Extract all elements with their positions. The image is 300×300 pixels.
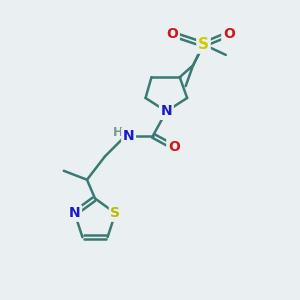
- Text: O: O: [168, 140, 180, 154]
- Text: N: N: [160, 104, 172, 118]
- Text: S: S: [198, 37, 209, 52]
- Text: N: N: [69, 206, 80, 220]
- Text: S: S: [110, 206, 120, 220]
- Text: O: O: [167, 27, 178, 41]
- Text: H: H: [113, 126, 123, 139]
- Text: O: O: [223, 27, 235, 41]
- Text: N: N: [123, 129, 134, 143]
